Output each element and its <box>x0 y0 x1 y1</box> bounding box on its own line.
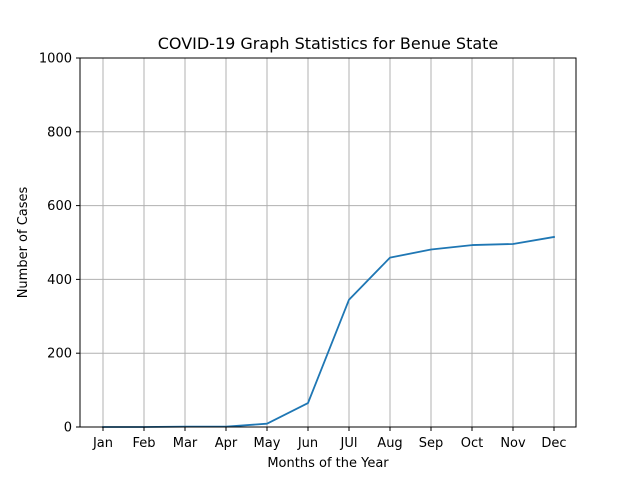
x-tick-label: Sep <box>419 436 444 451</box>
x-tick-label: Nov <box>500 436 526 451</box>
plot-frame <box>79 57 577 428</box>
y-tick-label: 600 <box>47 199 72 214</box>
y-tick-label: 1000 <box>39 52 72 67</box>
x-tick-label: Apr <box>215 436 238 451</box>
y-tick-label: 0 <box>64 421 72 436</box>
x-tick-label: Aug <box>377 436 402 451</box>
x-tick-label: JUl <box>340 436 358 451</box>
x-tick-label: Oct <box>461 436 483 451</box>
x-tick-label: Jun <box>297 436 318 451</box>
y-tick-label: 200 <box>47 347 72 362</box>
x-tick-label: Jan <box>92 436 113 451</box>
y-axis-ticks: 0 200 400 600 800 1000 <box>39 52 80 436</box>
x-axis-label: Months of the Year <box>267 456 389 471</box>
x-tick-label: Feb <box>132 436 155 451</box>
x-tick-label: Dec <box>541 436 566 451</box>
x-axis-ticks: Jan Feb Mar Apr May Jun JUl Aug Sep Oct Nov Dec <box>92 427 567 451</box>
plot-area <box>80 58 576 427</box>
y-tick-label: 400 <box>47 273 72 288</box>
y-axis-label: Number of Cases <box>16 186 31 298</box>
x-tick-label: Mar <box>173 436 198 451</box>
chart-title: COVID-19 Graph Statistics for Benue Stat… <box>158 34 499 53</box>
y-tick-label: 800 <box>47 125 72 140</box>
x-tick-label: May <box>254 436 281 451</box>
